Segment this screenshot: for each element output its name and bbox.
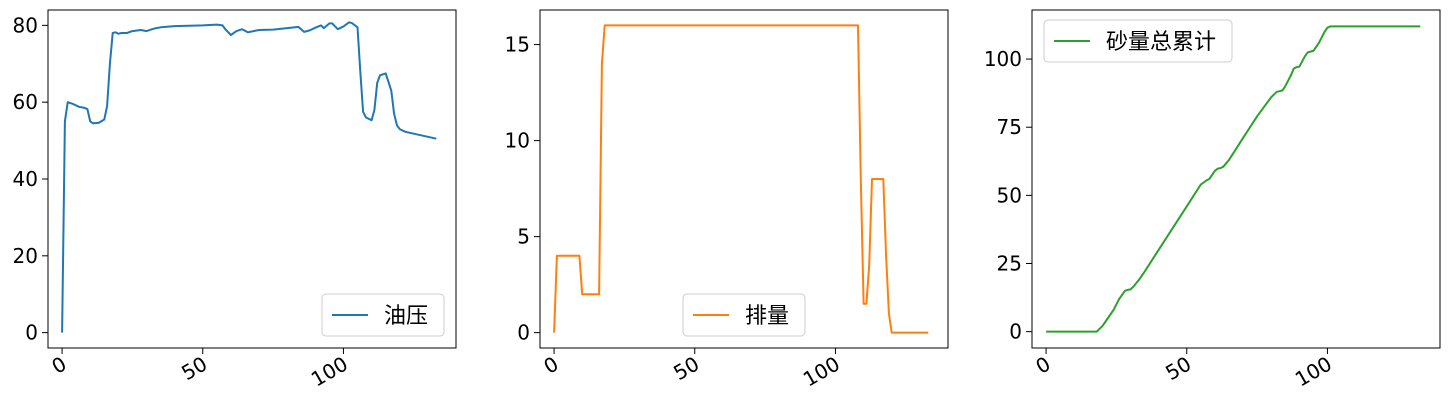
y-tick-label: 75 (997, 115, 1022, 139)
y-tick-label: 15 (505, 33, 530, 57)
y-tick-label: 40 (13, 167, 38, 191)
legend: 砂量总累计 (1043, 19, 1233, 63)
legend-box (682, 293, 806, 337)
x-tick-label: 50 (669, 352, 703, 386)
y-tick-label: 25 (997, 252, 1022, 276)
legend: 油压 (321, 293, 445, 337)
y-tick-label: 0 (1009, 320, 1022, 344)
x-tick-label: 50 (1161, 352, 1195, 386)
x-tick-label: 100 (1291, 352, 1336, 392)
y-tick-label: 60 (13, 90, 38, 114)
series-line-1 (1046, 25, 1421, 333)
chart-panel-2: 0 5 10 15 0 50 100 排量 (505, 9, 949, 392)
x-tick-label: 0 (48, 352, 71, 379)
series-line-1 (61, 21, 437, 333)
y-tick-label: 5 (517, 225, 530, 249)
legend-label: 砂量总累计 (1106, 30, 1216, 55)
x-tick-label: 0 (540, 352, 563, 379)
chart-panel-3: 0 25 50 75 100 0 50 100 砂量总累计 (984, 9, 1441, 392)
x-tick-label: 100 (799, 352, 844, 392)
x-tick-label: 50 (177, 352, 211, 386)
legend-box (321, 293, 445, 337)
y-tick-label: 50 (997, 183, 1022, 207)
legend-box (1043, 19, 1233, 63)
y-tick-label: 10 (505, 129, 530, 153)
plot-frame (539, 9, 949, 349)
x-tick-label: 0 (1032, 352, 1055, 379)
legend: 排量 (682, 293, 806, 337)
series-line-1 (553, 24, 929, 334)
y-tick-label: 100 (984, 47, 1022, 71)
legend-label: 排量 (745, 304, 789, 329)
y-tick-label: 0 (517, 321, 530, 345)
x-tick-label: 100 (307, 352, 352, 392)
chart-panel-1: 0 20 40 60 80 0 50 100 油压 (13, 9, 457, 392)
y-tick-label: 80 (13, 13, 38, 37)
plot-frame (1031, 9, 1441, 349)
y-tick-label: 0 (25, 321, 38, 345)
y-tick-label: 20 (13, 244, 38, 268)
legend-label: 油压 (384, 304, 428, 329)
